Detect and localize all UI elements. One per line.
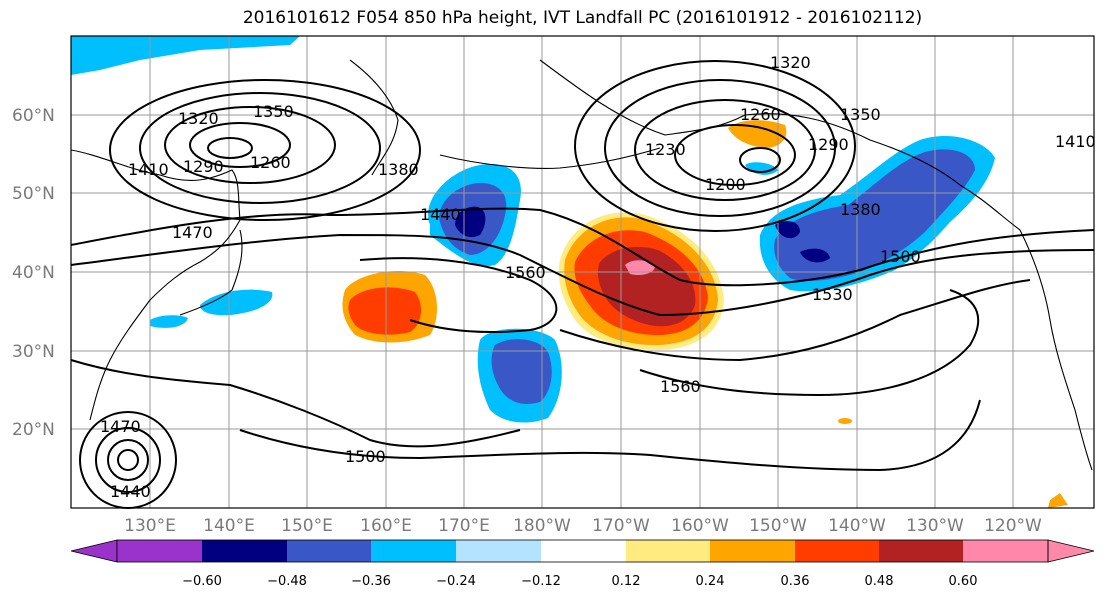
lon-label: 140°W: [828, 516, 886, 536]
contour-label: 1380: [378, 160, 419, 179]
shading-layer: [71, 36, 1068, 508]
contour-label: 1530: [812, 285, 853, 304]
height-contours: [70, 60, 1095, 509]
shade-east-dark: [774, 149, 975, 281]
colorbar: −0.60 −0.48 −0.36 −0.24 −0.12 0.12 0.24 …: [70, 539, 1095, 589]
colorbar-tick: 0.36: [781, 574, 810, 589]
coast-alaska: [539, 59, 1021, 231]
lat-label: 60°N: [12, 106, 55, 126]
colorbar-frame: [116, 539, 1049, 563]
colorbar-swatch: [117, 540, 202, 562]
lon-label: 140°E: [203, 516, 255, 536]
lon-label: 130°W: [906, 516, 964, 536]
colorbar-swatch: [456, 540, 541, 562]
lon-label: 170°E: [438, 516, 490, 536]
colorbar-swatch: [879, 540, 963, 562]
gridlines: [71, 36, 1094, 508]
contour-label-group: 1320 1350 1260 1290 1380 1410 1440 1470 …: [100, 53, 1096, 501]
colorbar-swatch: [795, 540, 879, 562]
map-border: [70, 35, 1095, 509]
lon-label: 160°E: [360, 516, 412, 536]
contour-label: 1290: [808, 135, 849, 154]
contour-label: 1260: [740, 105, 781, 124]
lon-label: 150°E: [281, 516, 333, 536]
colorbar-swatch: [202, 540, 287, 562]
contour-label: 1290: [183, 157, 224, 176]
contour-label: 1500: [880, 247, 921, 266]
shade-mc-darkred: [597, 246, 696, 327]
lon-label: 160°W: [671, 516, 729, 536]
lat-label-group: 60°N 50°N 40°N 30°N 20°N: [12, 106, 55, 440]
colorbar-swatch: [371, 540, 456, 562]
shade-cs-dark: [491, 339, 552, 405]
coast-kamchatka: [349, 59, 399, 176]
colorbar-extend-right: [1047, 539, 1095, 563]
contour-label: 1350: [840, 105, 881, 124]
contour-label: 1320: [178, 109, 219, 128]
colorbar-swatch: [710, 540, 795, 562]
shade-mc-pink: [625, 260, 655, 276]
coast-na: [1019, 229, 1093, 471]
contour-label: 1470: [172, 223, 213, 242]
shade-ak-orange: [728, 120, 787, 148]
contour-label: 1410: [1055, 132, 1096, 151]
shade-wc-navy: [455, 206, 486, 238]
colorbar-swatch: [626, 540, 710, 562]
coast-aleutian: [439, 147, 661, 169]
shade-se-orange: [1048, 493, 1068, 508]
map-title: 2016101612 F054 850 hPa height, IVT Land…: [242, 8, 923, 28]
contour-label: 1380: [840, 200, 881, 219]
coast-asia: [70, 149, 241, 421]
contour-label: 1350: [253, 102, 294, 121]
shade-east-navy: [775, 220, 800, 239]
contour-label: 1230: [645, 140, 686, 159]
lon-label: 150°W: [749, 516, 807, 536]
contour-label: 1440: [110, 482, 151, 501]
lon-label: 120°W: [984, 516, 1042, 536]
contour-label: 1320: [770, 53, 811, 72]
colorbar-tick: 0.60: [949, 574, 978, 589]
lat-label: 30°N: [12, 342, 55, 362]
colorbar-tick: −0.24: [436, 574, 476, 589]
lat-label: 20°N: [12, 420, 55, 440]
lon-label: 130°E: [124, 516, 176, 536]
contour-label: 1500: [345, 447, 386, 466]
lat-label: 50°N: [12, 184, 55, 204]
colorbar-extend-left: [70, 539, 118, 563]
colorbar-tick: 0.48: [865, 574, 894, 589]
lon-label: 170°W: [592, 516, 650, 536]
contour-label: 1260: [250, 153, 291, 172]
contour-label: 1440: [420, 205, 461, 224]
colorbar-tick: 0.24: [696, 574, 725, 589]
coast-japan: [179, 229, 243, 316]
lon-label-group: 130°E 140°E 150°E 160°E 170°E 180°W 170°…: [124, 516, 1042, 536]
lon-label: 180°W: [513, 516, 571, 536]
colorbar-tick: −0.12: [521, 574, 561, 589]
contour-label: 1560: [660, 377, 701, 396]
contour-label: 1410: [128, 160, 169, 179]
shade-japan-blue2: [150, 315, 188, 328]
lat-label: 40°N: [12, 263, 55, 283]
colorbar-swatch: [541, 540, 626, 562]
coastlines: [70, 59, 1093, 471]
shade-japan-blue: [200, 289, 273, 316]
colorbar-tick: −0.36: [351, 574, 391, 589]
colorbar-tick: 0.12: [612, 574, 641, 589]
contour-label: 1470: [100, 417, 141, 436]
shade-east-navy2: [800, 248, 830, 263]
contour-label: 1200: [705, 175, 746, 194]
shade-spot-orange: [838, 418, 852, 424]
shade-nw-blue: [71, 36, 300, 75]
colorbar-tick: −0.60: [182, 574, 222, 589]
colorbar-swatch: [287, 540, 371, 562]
shade-ow-red: [348, 287, 422, 335]
colorbar-tick: −0.48: [267, 574, 307, 589]
colorbar-swatch: [963, 540, 1048, 562]
contour-label: 1560: [505, 263, 546, 282]
